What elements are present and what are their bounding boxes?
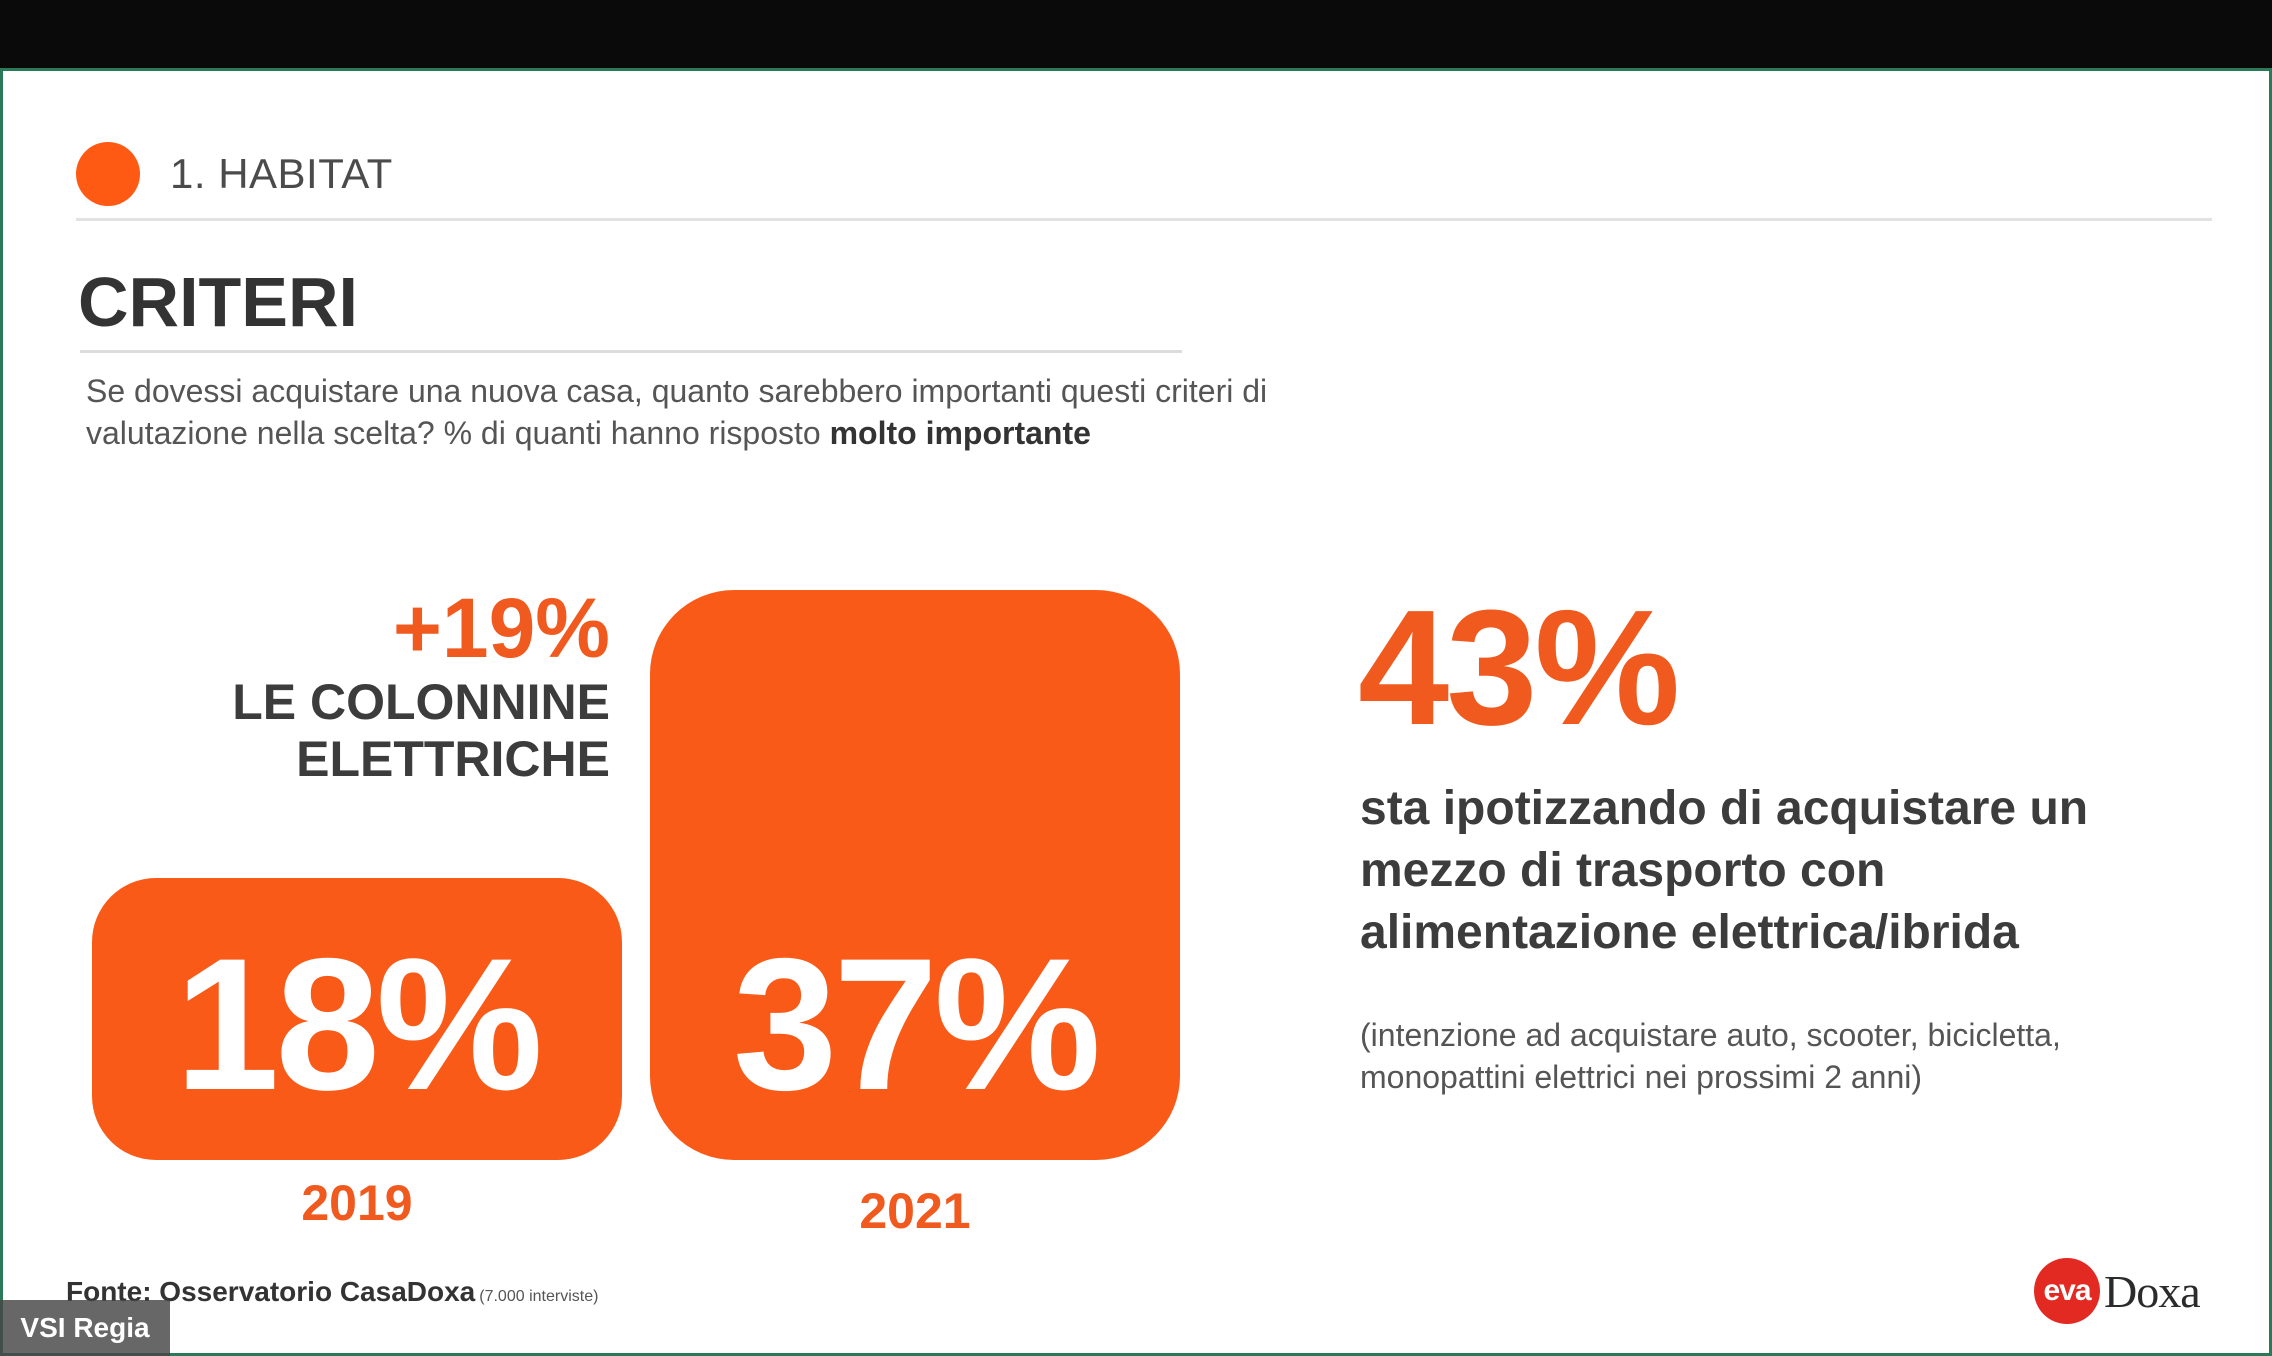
header-divider (76, 218, 2212, 221)
bar-2021-value: 37% (732, 919, 1101, 1129)
question-emphasis: molto importante (829, 415, 1091, 451)
slide-title: CRITERI (78, 263, 358, 341)
title-divider (80, 350, 1182, 353)
eva-badge-icon: eva (2034, 1258, 2100, 1324)
feature-label-line2: ELETTRICHE (296, 731, 610, 787)
feature-label: LE COLONNINE ELETTRICHE (190, 674, 610, 788)
growth-delta: +19% (392, 581, 610, 675)
section-dot-icon (76, 142, 140, 206)
section-label: 1. HABITAT (170, 150, 393, 197)
highlight-note: (intenzione ad acquistare auto, scooter,… (1360, 1017, 2061, 1095)
question-text: Se dovessi acquistare una nuova casa, qu… (86, 373, 1268, 451)
feature-label-line1: LE COLONNINE (232, 674, 610, 730)
source-note: (7.000 interviste) (479, 1288, 599, 1305)
year-label-2019: 2019 (301, 1175, 413, 1231)
presentation-slide: 1. HABITAT CRITERI Se dovessi acquistare… (0, 68, 2272, 1356)
highlight-statement: sta ipotizzando di acquistare un mezzo d… (1360, 782, 2089, 959)
doxa-logo-text: Doxa (2104, 1265, 2201, 1317)
survey-question: Se dovessi acquistare una nuova casa, qu… (86, 370, 1386, 454)
year-label-2021: 2021 (859, 1183, 971, 1239)
participant-name-tag: VSI Regia (0, 1300, 170, 1356)
eva-doxa-logo: eva Doxa (2034, 1258, 2201, 1324)
bar-2021: 37% (650, 590, 1180, 1160)
bar-2019-value: 18% (174, 919, 543, 1129)
bar-2019: 18% (92, 878, 622, 1160)
highlight-percentage: 43% (1358, 576, 1680, 759)
